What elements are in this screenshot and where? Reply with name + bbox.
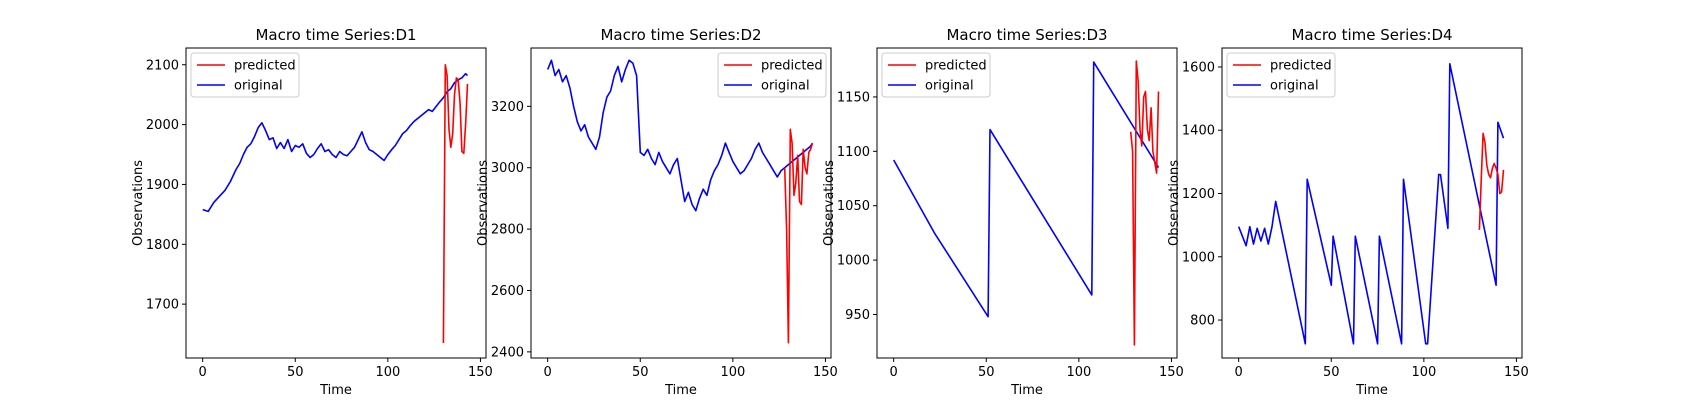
chart-panel-4: 0 50 100 150 800 1000 1200 1400 1600 Macro time S…: [1167, 26, 1529, 398]
y-tick-label: 2600: [491, 284, 524, 299]
y-tick-label: 1600: [1182, 60, 1215, 75]
y-tick-label: 1150: [837, 90, 870, 105]
y-tick-label: 2100: [146, 58, 179, 73]
chart-panel-3: 0 50 100 150 950 1000 1050 1100 1150 Macro time S…: [822, 26, 1184, 398]
legend-label-original: original: [761, 79, 810, 94]
legend-label-original: original: [1270, 79, 1319, 94]
legend-box: [1226, 52, 1336, 98]
y-tick-label: 1000: [837, 254, 870, 269]
x-tick-label: 0: [890, 365, 898, 380]
legend-box: [717, 52, 827, 98]
x-tick-label: 150: [1504, 365, 1529, 380]
y-tick-label: 1100: [837, 145, 870, 160]
y-tick-label: 2000: [146, 118, 179, 133]
x-tick-label: 50: [978, 365, 995, 380]
axes-frame: [876, 47, 1178, 359]
series-line-original: [1237, 62, 1505, 345]
series-line-predicted: [783, 128, 814, 344]
x-tick-label: 150: [468, 365, 493, 380]
legend-box: [881, 52, 991, 98]
y-axis-label: Observations: [476, 160, 491, 246]
y-tick-label: 1700: [146, 298, 179, 313]
legend-label-predicted: predicted: [234, 59, 296, 74]
y-axis-label: Observations: [1167, 160, 1182, 246]
x-axis-label: Time: [664, 383, 697, 398]
chart-panel-2: 0 50 100 150 2400 2600 2800 3000 3200 Macro time …: [476, 26, 838, 398]
y-tick-label: 1000: [1182, 250, 1215, 265]
x-tick-label: 150: [813, 365, 838, 380]
legend-label-predicted: predicted: [925, 59, 987, 74]
y-tick-label: 3200: [491, 100, 524, 115]
series-line-original: [546, 59, 814, 212]
x-tick-label: 0: [1235, 365, 1243, 380]
legend-label-original: original: [234, 79, 283, 94]
y-tick-label: 1200: [1182, 187, 1215, 202]
y-axis-label: Observations: [822, 160, 837, 246]
x-tick-label: 0: [199, 365, 207, 380]
legend: predicted original: [190, 52, 300, 98]
axes-frame: [185, 47, 487, 359]
x-axis-label: Time: [1355, 383, 1388, 398]
y-tick-label: 1400: [1182, 124, 1215, 139]
axes-frame: [530, 47, 832, 359]
series-line-predicted: [1478, 132, 1505, 230]
x-tick-label: 150: [1159, 365, 1184, 380]
x-tick-label: 100: [1411, 365, 1436, 380]
x-tick-label: 50: [287, 365, 304, 380]
x-axis-label: Time: [319, 383, 352, 398]
legend-label-predicted: predicted: [1270, 59, 1332, 74]
chart-panel-1: 0 50 100 150 1700 1800 1900 2000 2100 Macro time …: [131, 26, 493, 398]
series-line-original: [202, 72, 469, 213]
y-tick-label: 800: [1190, 314, 1215, 329]
x-tick-label: 50: [632, 365, 649, 380]
y-tick-label: 1900: [146, 178, 179, 193]
chart-title: Macro time Series:D3: [946, 26, 1107, 44]
series-line-original: [893, 61, 1160, 318]
y-tick-label: 1050: [837, 199, 870, 214]
axes-frame: [1221, 47, 1523, 359]
chart-title: Macro time Series:D1: [255, 26, 416, 44]
y-tick-label: 2400: [491, 345, 524, 360]
y-tick-label: 2800: [491, 223, 524, 238]
y-tick-label: 3000: [491, 161, 524, 176]
y-tick-label: 1800: [146, 238, 179, 253]
legend: predicted original: [881, 52, 991, 98]
series-line-predicted: [1129, 60, 1160, 346]
legend-label-predicted: predicted: [761, 59, 823, 74]
chart-title: Macro time Series:D4: [1291, 26, 1452, 44]
y-axis-label: Observations: [131, 160, 146, 246]
x-tick-label: 50: [1323, 365, 1340, 380]
legend-box: [190, 52, 300, 98]
x-tick-label: 100: [1066, 365, 1091, 380]
legend: predicted original: [1226, 52, 1336, 98]
x-tick-label: 100: [375, 365, 400, 380]
series-line-predicted: [442, 64, 469, 344]
x-tick-label: 0: [544, 365, 552, 380]
x-tick-label: 100: [720, 365, 745, 380]
legend-label-original: original: [925, 79, 974, 94]
x-axis-label: Time: [1010, 383, 1043, 398]
chart-title: Macro time Series:D2: [600, 26, 761, 44]
y-tick-label: 950: [845, 308, 870, 323]
legend: predicted original: [717, 52, 827, 98]
